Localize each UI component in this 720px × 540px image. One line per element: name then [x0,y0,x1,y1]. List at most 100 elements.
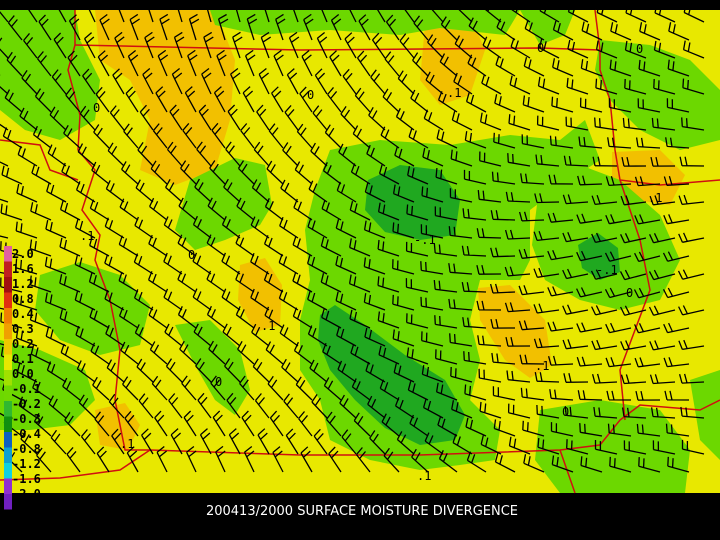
wind-barb [427,0,444,23]
wind-barb [435,168,458,185]
wind-barb [550,422,574,437]
wind-barb [232,31,243,59]
legend-label: 0.0 [12,367,34,381]
wind-barb [421,186,444,203]
wind-barb [464,131,487,149]
wind-barb [579,423,603,437]
wind-barb [206,305,226,329]
wind-barb [163,252,183,275]
contour-label: 0 [93,101,100,115]
wind-barb [551,96,574,113]
wind-barb [349,309,371,329]
wind-barb [192,252,212,275]
wind-barb [240,123,255,149]
wind-barb [296,123,313,149]
contour-label: 0 [562,405,569,419]
wind-barb [272,446,284,473]
wind-barb [680,406,705,419]
wind-barb [164,323,183,347]
wind-barb [300,446,313,473]
wind-barb [678,194,705,206]
wind-barb [282,142,299,167]
wind-barb [201,67,212,95]
wind-barb [662,251,690,262]
wind-barb [216,49,227,77]
wind-barb [307,217,328,239]
wind-barb [183,410,197,437]
wind-barb [483,0,502,23]
wind-barb [649,195,676,206]
wind-barb [336,181,357,203]
wind-barb [115,0,126,23]
wind-barb [350,344,371,365]
wind-barb [30,345,52,365]
wind-barb [649,340,676,351]
wind-barb [652,440,676,455]
wind-barb [75,325,96,347]
wind-barb [678,339,705,351]
wind-barb [53,32,67,59]
wind-barb [109,105,125,131]
wind-barb [175,0,186,23]
legend-swatch [4,246,12,262]
wind-barb [30,202,52,221]
wind-barb [683,3,705,23]
wind-barb [48,395,67,419]
wind-barb [406,204,429,221]
wind-barb [250,288,270,311]
wind-barb [476,300,502,311]
wind-barb [215,445,226,473]
wind-barb [105,180,125,203]
wind-barb [549,389,574,401]
wind-barb [639,22,661,41]
wind-barb [256,104,270,131]
wind-barb [636,423,661,437]
legend-swatch [4,354,12,370]
wind-barb [604,287,632,299]
wind-barb [552,58,574,77]
wind-barb [523,57,545,77]
wind-barb [212,410,226,437]
wind-barb [562,268,589,280]
wind-barb [435,382,458,401]
wind-barb [141,428,154,455]
wind-barb [490,247,516,258]
wind-barb [309,359,328,383]
wind-barb [365,361,386,383]
wind-barb [591,305,618,316]
wind-barb [65,87,81,113]
wind-barb [623,440,647,455]
wind-barb [461,245,487,257]
wind-barb [336,326,357,347]
wind-barb [547,250,574,261]
wind-barb [649,233,676,244]
wind-barb [207,197,226,221]
wind-barb [405,241,429,257]
wind-barb [518,285,545,296]
wind-barb [252,358,270,383]
wind-barb [506,370,531,383]
wind-barb [292,272,313,293]
wind-barb [118,271,139,293]
wind-barb [261,0,273,23]
wind-barb [476,264,502,275]
wind-barb [184,86,197,113]
wind-barb [479,401,502,419]
legend-swatch [4,277,12,293]
wind-barb [607,423,632,437]
wind-barb [166,141,183,167]
wind-barb [177,270,197,293]
wind-barb [593,407,618,419]
wind-barb [595,78,618,95]
wind-barb [380,126,400,149]
wind-barb [250,216,270,239]
wind-barb [155,86,168,113]
wind-barb [330,13,342,41]
wind-barb [59,274,81,293]
wind-barb [68,14,81,41]
wind-barb [63,124,81,149]
wind-barb [352,125,371,149]
wind-barb [604,251,632,262]
wind-barb [312,105,328,131]
wind-barb [648,305,676,316]
